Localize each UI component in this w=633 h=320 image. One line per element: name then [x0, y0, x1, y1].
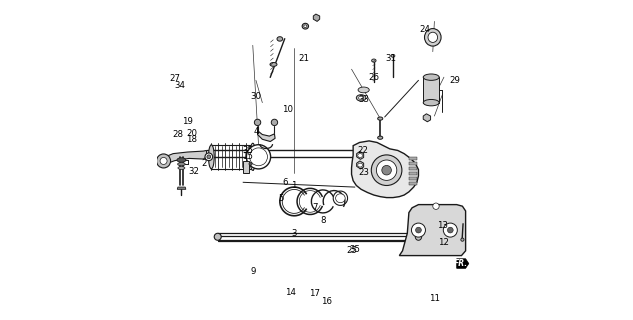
Text: 20: 20: [186, 129, 197, 138]
Text: 25: 25: [346, 246, 357, 255]
Ellipse shape: [335, 194, 345, 203]
Bar: [409, 177, 417, 180]
Text: 8: 8: [320, 216, 325, 225]
Ellipse shape: [270, 62, 277, 66]
Text: 27: 27: [169, 74, 180, 83]
Text: 17: 17: [310, 289, 320, 298]
Polygon shape: [399, 204, 466, 256]
Polygon shape: [258, 131, 275, 141]
Ellipse shape: [391, 54, 395, 57]
Text: 16: 16: [320, 297, 332, 306]
Ellipse shape: [304, 25, 307, 28]
Text: 26: 26: [368, 73, 379, 82]
Text: 10: 10: [282, 105, 293, 114]
Text: 31: 31: [386, 53, 397, 62]
Polygon shape: [177, 187, 186, 189]
Polygon shape: [356, 161, 363, 169]
Ellipse shape: [372, 59, 376, 62]
Ellipse shape: [415, 233, 422, 240]
Text: 24: 24: [419, 25, 430, 34]
Circle shape: [411, 223, 425, 237]
Text: 33: 33: [358, 95, 369, 104]
Text: 22: 22: [357, 146, 368, 155]
Text: FR.: FR.: [453, 260, 468, 268]
Text: 12: 12: [439, 238, 449, 247]
Ellipse shape: [425, 28, 441, 46]
Ellipse shape: [208, 145, 214, 169]
Ellipse shape: [178, 163, 185, 166]
Circle shape: [433, 203, 439, 209]
Text: 4: 4: [253, 127, 259, 136]
Ellipse shape: [302, 23, 308, 29]
Circle shape: [160, 157, 167, 164]
Bar: [409, 157, 417, 160]
Circle shape: [246, 145, 271, 169]
Text: 35: 35: [242, 146, 253, 155]
Circle shape: [205, 153, 213, 161]
Ellipse shape: [356, 95, 366, 101]
Polygon shape: [356, 151, 363, 159]
Text: 7: 7: [312, 203, 318, 212]
Polygon shape: [163, 150, 206, 165]
Ellipse shape: [358, 154, 363, 157]
Circle shape: [254, 119, 261, 125]
Bar: [409, 162, 417, 165]
Text: 34: 34: [175, 81, 185, 90]
Ellipse shape: [423, 100, 439, 106]
Ellipse shape: [378, 117, 383, 120]
Polygon shape: [313, 14, 320, 21]
Ellipse shape: [178, 166, 185, 169]
Ellipse shape: [358, 87, 369, 93]
Text: 21: 21: [298, 53, 310, 62]
Text: 5: 5: [279, 194, 284, 203]
Text: 15: 15: [242, 152, 253, 161]
Circle shape: [156, 154, 170, 168]
Text: 1: 1: [291, 181, 297, 190]
Polygon shape: [351, 141, 418, 197]
Text: 30: 30: [251, 92, 261, 101]
Text: 2: 2: [201, 159, 207, 168]
Circle shape: [272, 119, 278, 125]
Text: 6: 6: [282, 178, 287, 187]
Ellipse shape: [358, 96, 363, 100]
Ellipse shape: [250, 143, 256, 170]
Text: 28: 28: [172, 130, 184, 139]
Text: 23: 23: [358, 168, 369, 177]
Text: 29: 29: [449, 76, 460, 85]
Circle shape: [382, 165, 391, 175]
Circle shape: [448, 227, 453, 233]
Text: 19: 19: [182, 117, 193, 126]
Text: 11: 11: [429, 294, 440, 303]
Text: 18: 18: [186, 135, 197, 144]
Text: 14: 14: [285, 288, 296, 297]
Circle shape: [249, 162, 252, 165]
Text: 3: 3: [291, 229, 297, 238]
Circle shape: [207, 155, 211, 159]
Ellipse shape: [428, 32, 437, 43]
Ellipse shape: [214, 233, 222, 240]
Polygon shape: [456, 259, 469, 268]
Text: 13: 13: [437, 221, 448, 230]
Bar: [409, 172, 417, 175]
Ellipse shape: [277, 37, 283, 41]
Text: 32: 32: [189, 167, 199, 176]
Bar: [243, 161, 249, 173]
Circle shape: [377, 160, 397, 180]
Text: 35: 35: [349, 245, 360, 254]
Ellipse shape: [378, 136, 383, 139]
Circle shape: [443, 223, 457, 237]
Bar: [423, 77, 439, 103]
Circle shape: [416, 227, 422, 233]
Ellipse shape: [423, 74, 439, 80]
Ellipse shape: [358, 163, 363, 167]
Bar: [409, 182, 417, 186]
Bar: [409, 167, 417, 170]
Polygon shape: [423, 114, 430, 122]
Circle shape: [372, 155, 402, 186]
Text: 9: 9: [250, 267, 256, 276]
Ellipse shape: [461, 238, 464, 241]
Ellipse shape: [177, 158, 186, 162]
